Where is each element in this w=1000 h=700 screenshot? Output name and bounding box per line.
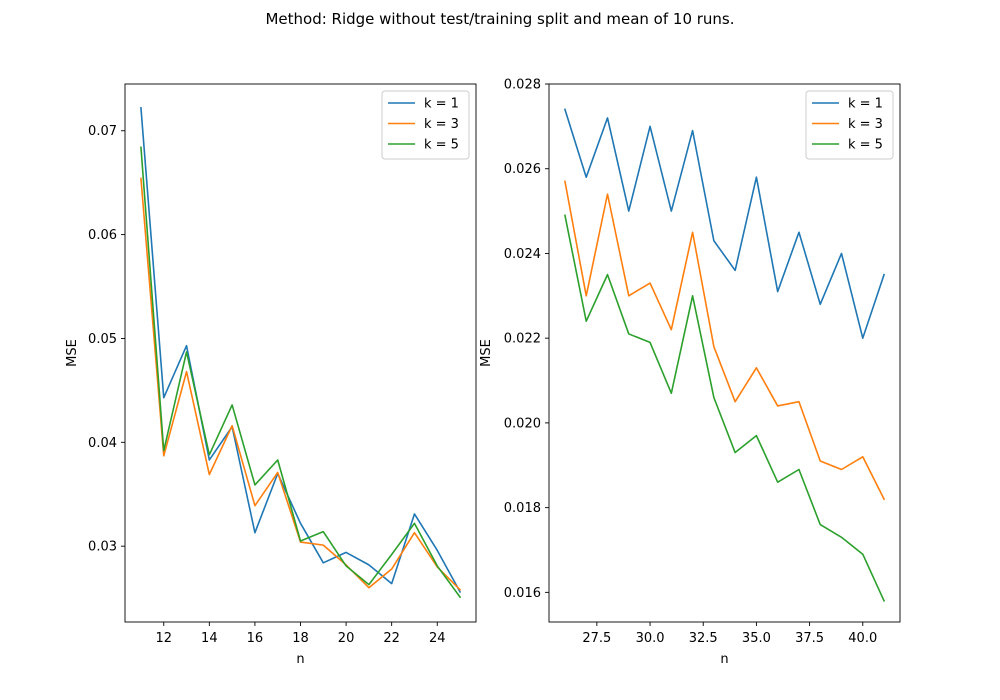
x-tick-label: 30.0 (636, 631, 665, 646)
series-line-k1 (563, 108, 886, 339)
x-tick-label: 18 (292, 631, 309, 646)
series-line-k1 (140, 107, 462, 593)
y-tick-label: 0.03 (88, 540, 117, 555)
x-axis-label: n (296, 652, 304, 667)
x-tick-label: 24 (429, 631, 446, 646)
y-tick-label: 0.07 (88, 124, 117, 139)
y-tick-label: 0.04 (88, 436, 117, 451)
series-line-k3 (564, 180, 886, 501)
legend-label-k3: k = 3 (424, 117, 459, 132)
legend-label-k1: k = 1 (848, 97, 883, 112)
x-tick-label: 40.0 (848, 631, 877, 646)
y-tick-label: 0.022 (504, 332, 541, 347)
x-tick-label: 22 (383, 631, 400, 646)
figure-title: Method: Ridge without test/training spli… (265, 10, 735, 28)
x-tick-label: 35.0 (742, 631, 771, 646)
legend-label-k1: k = 1 (424, 97, 459, 112)
x-tick-label: 20 (338, 631, 355, 646)
legend-box (381, 90, 470, 160)
series-line-k5 (564, 214, 886, 602)
legend-label-k5: k = 5 (848, 138, 883, 153)
x-tick-label: 27.5 (582, 631, 611, 646)
series-line-k3 (140, 177, 462, 591)
legend-box (805, 90, 894, 160)
x-tick-label: 16 (247, 631, 264, 646)
y-tick-label: 0.026 (504, 162, 541, 177)
legend: k = 1 k = 3 k = 5 (381, 90, 470, 160)
x-tick-label: 12 (155, 631, 172, 646)
plot-frame (548, 83, 901, 623)
y-tick-label: 0.05 (88, 332, 117, 347)
x-tick-label: 14 (201, 631, 218, 646)
x-axis-label: n (720, 652, 728, 667)
legend: k = 1 k = 3 k = 5 (805, 90, 894, 160)
x-tick-label: 37.5 (795, 631, 824, 646)
series-line-k5 (140, 146, 462, 599)
x-tick-label: 32.5 (689, 631, 718, 646)
y-tick-label: 0.018 (504, 501, 541, 516)
subplot-1: 12 14 16 18 20 22 24 0.03 0.04 0.05 0.06 0.07 n MSE k … (65, 83, 477, 667)
y-tick-label: 0.020 (504, 416, 541, 431)
y-axis-label: MSE (65, 339, 80, 367)
y-tick-label: 0.024 (504, 247, 541, 262)
y-tick-label: 0.016 (504, 586, 541, 601)
y-axis-label: MSE (479, 339, 494, 367)
y-tick-label: 0.06 (88, 228, 117, 243)
y-tick-label: 0.028 (504, 78, 541, 93)
subplot-2: 27.5 30.0 32.5 35.0 37.5 40.0 0.016 0.018 0.020 0… (479, 78, 901, 667)
legend-label-k3: k = 3 (848, 117, 883, 132)
legend-label-k5: k = 5 (424, 138, 459, 153)
